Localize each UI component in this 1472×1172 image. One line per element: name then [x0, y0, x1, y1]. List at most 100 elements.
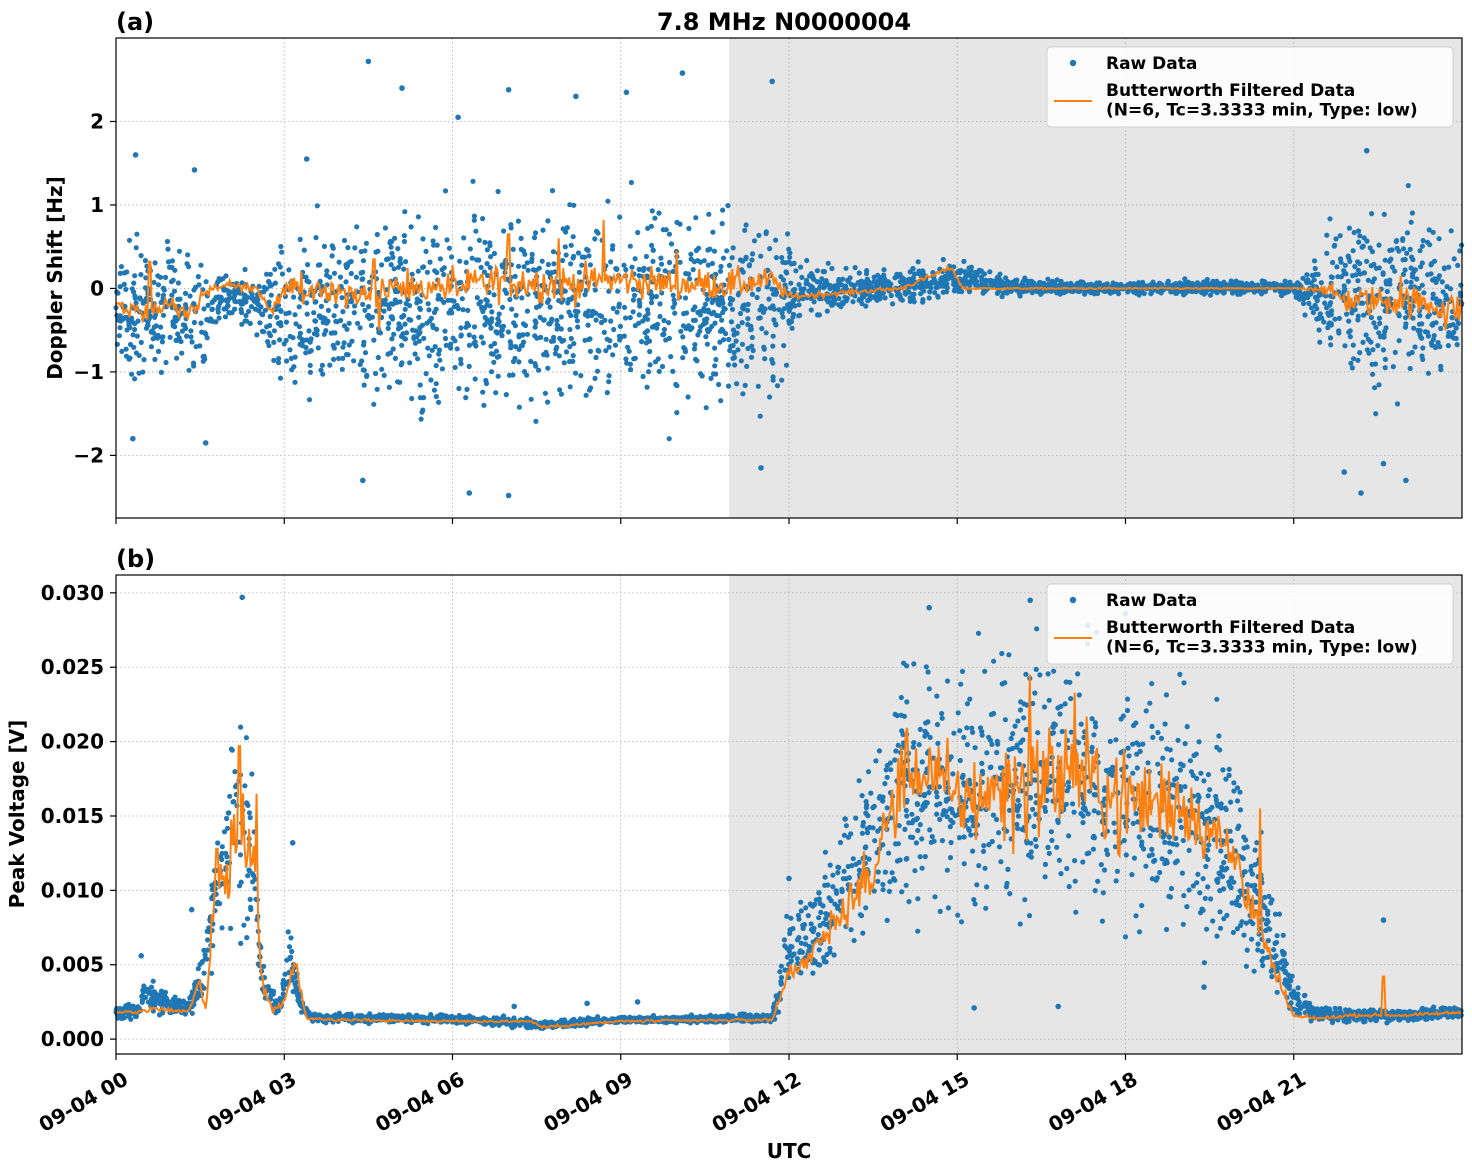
raw-data-point [738, 358, 744, 364]
raw-data-point [458, 325, 464, 331]
y-tick-label: 1 [90, 193, 104, 217]
raw-data-point [1334, 264, 1340, 270]
raw-data-point [937, 908, 943, 915]
raw-data-point [293, 321, 299, 327]
raw-data-point [455, 280, 461, 286]
raw-data-point [916, 742, 922, 748]
raw-data-point [554, 344, 560, 350]
raw-data-point [420, 236, 426, 242]
raw-data-point [452, 364, 458, 371]
raw-data-point [1152, 857, 1158, 864]
raw-data-point [1041, 280, 1047, 286]
raw-data-point [461, 235, 467, 241]
raw-data-point [1347, 258, 1353, 264]
raw-data-point [444, 237, 450, 243]
raw-data-point [614, 266, 620, 272]
raw-data-point [266, 278, 272, 285]
raw-data-point [882, 295, 888, 301]
raw-data-point [647, 348, 653, 355]
raw-data-point [499, 304, 506, 310]
raw-data-point [158, 324, 164, 330]
raw-data-point [266, 342, 272, 349]
raw-data-point [129, 371, 135, 377]
raw-data-point [401, 238, 407, 245]
raw-data-point [1268, 900, 1274, 906]
raw-data-point [286, 944, 293, 950]
raw-data-point [767, 246, 773, 252]
raw-data-point [331, 356, 337, 362]
raw-data-point [1184, 904, 1190, 910]
raw-data-point [389, 336, 395, 342]
raw-data-point [430, 322, 436, 328]
raw-data-point [1419, 243, 1425, 249]
raw-data-point [581, 254, 588, 260]
raw-data-point [283, 319, 289, 325]
raw-data-point [1221, 290, 1227, 296]
raw-data-point [1221, 279, 1227, 285]
raw-data-point [419, 322, 425, 328]
raw-data-point [331, 270, 338, 276]
raw-data-point [441, 265, 447, 271]
raw-data-point [770, 374, 776, 380]
raw-data-point [635, 229, 641, 236]
raw-data-point [433, 224, 439, 231]
raw-data-point [730, 355, 736, 361]
raw-data-point [994, 749, 1000, 756]
raw-data-point [787, 254, 793, 260]
raw-data-point [1364, 347, 1370, 353]
raw-data-point [811, 299, 817, 305]
raw-data-point [769, 286, 775, 292]
raw-data-point [640, 318, 646, 324]
raw-data-point [612, 342, 619, 348]
raw-data-point [703, 405, 709, 411]
raw-data-point [1226, 772, 1232, 779]
raw-data-point [783, 362, 790, 368]
raw-data-point [964, 725, 970, 731]
raw-data-point [686, 225, 692, 232]
raw-data-point [520, 332, 526, 338]
raw-data-point [748, 323, 754, 329]
raw-data-point [312, 318, 318, 324]
raw-data-point [548, 319, 554, 325]
raw-data-point [399, 342, 405, 348]
raw-data-point [583, 392, 589, 398]
raw-data-point [563, 252, 569, 258]
raw-data-point [1111, 820, 1117, 826]
raw-data-point [454, 302, 460, 309]
raw-data-point [449, 254, 455, 260]
raw-data-point [1324, 305, 1330, 311]
raw-data-point [216, 303, 222, 309]
raw-data-point [674, 410, 680, 416]
raw-data-point [1218, 801, 1224, 807]
raw-data-point [209, 299, 215, 305]
raw-data-point [324, 320, 330, 326]
raw-data-point [758, 253, 764, 259]
raw-data-point [127, 341, 134, 348]
raw-data-point [1263, 927, 1269, 934]
raw-data-point [938, 276, 944, 282]
raw-data-point [205, 937, 211, 943]
raw-data-point [733, 338, 739, 344]
raw-data-point [549, 188, 556, 194]
raw-data-point [555, 323, 561, 329]
raw-data-point [1351, 229, 1357, 236]
raw-data-point [116, 333, 122, 339]
raw-data-point [935, 740, 941, 747]
raw-data-point [688, 251, 694, 257]
raw-data-point [943, 289, 950, 295]
raw-data-point [151, 279, 157, 285]
raw-data-point [1071, 809, 1077, 815]
raw-data-point [375, 248, 381, 254]
raw-data-point [1453, 325, 1459, 331]
raw-data-point [489, 309, 495, 315]
raw-data-point [155, 348, 162, 354]
raw-data-point [1453, 335, 1459, 342]
raw-data-point [788, 280, 794, 286]
raw-data-point [1373, 324, 1379, 330]
raw-data-point [762, 356, 768, 362]
raw-data-point [1139, 282, 1145, 288]
raw-data-point [488, 351, 495, 357]
raw-data-point [659, 363, 666, 370]
raw-data-point [331, 313, 337, 319]
raw-data-point [224, 303, 230, 310]
